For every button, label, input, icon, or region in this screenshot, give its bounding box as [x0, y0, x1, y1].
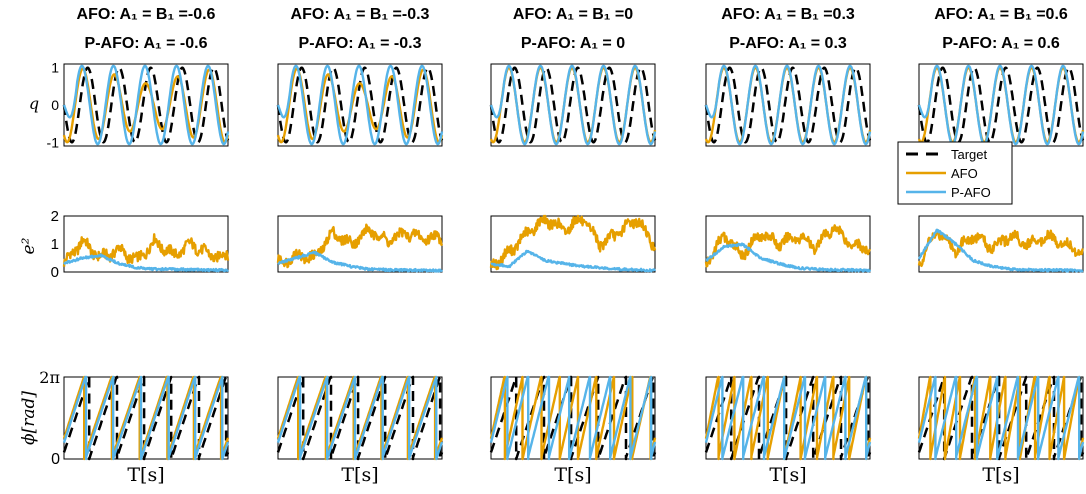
column-title-afo: AFO: A₁ = B₁ =0: [513, 6, 633, 23]
ytick-label: 0: [51, 97, 59, 113]
axes-box: [490, 376, 656, 460]
subplot: T[s]: [276, 375, 444, 486]
column-title-pafo: P-AFO: A₁ = 0: [521, 35, 625, 52]
ytick-label: 1: [51, 236, 59, 253]
pafo-line: [276, 375, 444, 461]
xlabel: T[s]: [769, 464, 806, 486]
subplot: [704, 63, 872, 147]
legend-label: P-AFO: [951, 185, 991, 200]
column-title-pafo: P-AFO: A₁ = -0.6: [85, 35, 208, 52]
target-line: [62, 375, 230, 461]
column-title-pafo: P-AFO: A₁ = 0.3: [729, 35, 847, 52]
subplot: T[s]: [489, 375, 657, 486]
pafo-line: [489, 375, 657, 461]
target-line: [489, 375, 657, 461]
subplot: [489, 63, 657, 147]
ylabel-phi: ϕ[rad]: [19, 391, 39, 445]
legend-label: Target: [951, 147, 988, 162]
column-title-pafo: P-AFO: A₁ = 0.6: [942, 35, 1060, 52]
subplot: [276, 63, 444, 147]
axes-box: [63, 376, 229, 460]
pafo-line: [704, 64, 872, 146]
ytick-label: 1: [51, 60, 59, 76]
axes-box: [705, 215, 871, 273]
subplot: [917, 63, 1085, 147]
subplot: T[s]: [917, 375, 1085, 486]
subplot: 2 1 0: [51, 208, 230, 281]
afo-line: [62, 233, 230, 267]
pafo-line: [277, 250, 444, 273]
ytick-label: -1: [47, 134, 60, 150]
afo-line: [704, 224, 872, 268]
target-line: [276, 375, 444, 461]
column-title-afo: AFO: A₁ = B₁ =0.6: [934, 6, 1068, 23]
subplot: T[s]: [704, 375, 872, 486]
afo-line: [489, 375, 657, 461]
ytick-label: 0: [51, 451, 60, 468]
ytick-label: 2: [51, 208, 59, 225]
pafo-line: [917, 375, 1085, 461]
pafo-line: [917, 228, 1084, 273]
axes-box: [490, 215, 656, 273]
pafo-line: [62, 375, 230, 461]
pafo-line: [490, 249, 657, 273]
target-line: [917, 66, 1085, 144]
column-title-afo: AFO: A₁ = B₁ =-0.6: [77, 6, 216, 23]
xlabel: T[s]: [554, 464, 591, 486]
column-title-afo: AFO: A₁ = B₁ =-0.3: [291, 6, 430, 23]
column-title-pafo: P-AFO: A₁ = -0.3: [299, 35, 422, 52]
ytick-label: 0: [51, 264, 59, 281]
subplot: [917, 215, 1084, 273]
ytick-label: 2π: [39, 368, 60, 387]
legend: Target AFO P-AFO: [897, 141, 1013, 205]
axes-box: [918, 215, 1084, 273]
legend-label: AFO: [951, 166, 978, 181]
afo-line: [917, 375, 1085, 461]
xlabel: T[s]: [982, 464, 1019, 486]
subplot: [276, 215, 444, 273]
pafo-line: [62, 64, 230, 146]
subplot: 2π 0 T[s]: [39, 368, 230, 486]
target-line: [489, 66, 657, 144]
axes-box: [705, 376, 871, 460]
afo-line: [276, 223, 444, 269]
ylabel-e2: e²: [19, 237, 39, 254]
xlabel: T[s]: [341, 464, 378, 486]
target-line: [704, 66, 872, 144]
axes-box: [277, 376, 443, 460]
pafo-line: [276, 64, 444, 146]
axes-box: [277, 215, 443, 273]
axes-box: [918, 376, 1084, 460]
column-title-afo: AFO: A₁ = B₁ =0.3: [721, 6, 855, 23]
pafo-line: [917, 64, 1085, 146]
ylabel-q: q: [29, 94, 39, 113]
pafo-line: [63, 253, 229, 273]
pafo-line: [704, 375, 872, 461]
pafo-line: [705, 242, 872, 273]
xlabel: T[s]: [127, 464, 164, 486]
subplot: [489, 214, 657, 273]
pafo-line: [489, 64, 657, 146]
axes-box: [63, 215, 229, 273]
subplot: 1 0 -1: [47, 60, 230, 150]
subplot: [704, 215, 872, 273]
afo-line: [489, 214, 657, 271]
